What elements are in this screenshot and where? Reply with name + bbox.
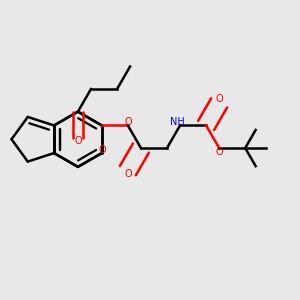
Text: O: O: [124, 117, 132, 127]
Text: O: O: [215, 94, 223, 104]
Text: O: O: [215, 147, 223, 157]
Text: O: O: [124, 169, 132, 179]
Text: O: O: [74, 136, 82, 146]
Text: O: O: [98, 145, 106, 155]
Text: NH: NH: [169, 117, 184, 127]
